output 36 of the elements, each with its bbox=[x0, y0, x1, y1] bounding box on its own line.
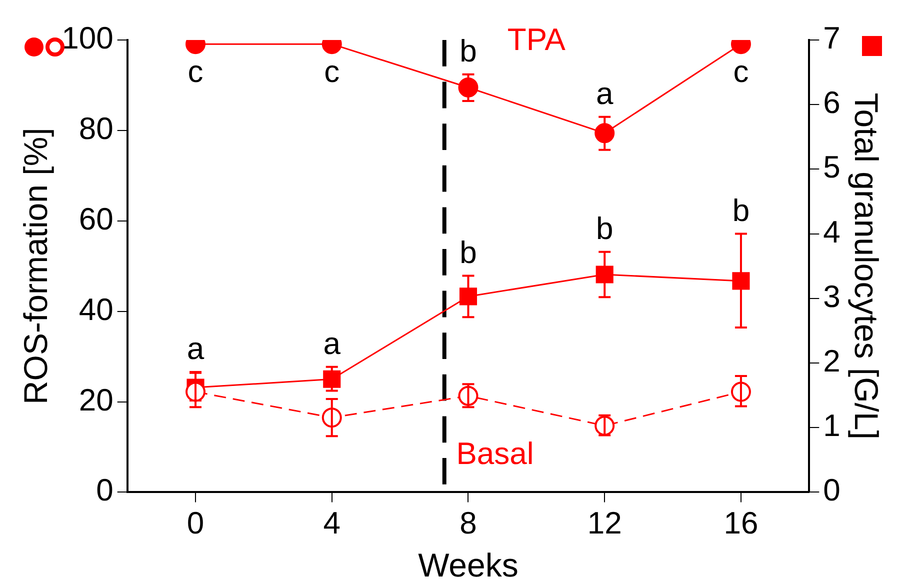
y-tick-label: 40 bbox=[78, 292, 114, 327]
data-label: a bbox=[186, 331, 205, 366]
y2-tick-label: 6 bbox=[823, 85, 840, 120]
x-tick-label: 8 bbox=[460, 505, 477, 540]
point bbox=[596, 266, 614, 284]
y-axis-title: ROS-formation [%] bbox=[16, 128, 54, 405]
y2-tick-label: 7 bbox=[823, 20, 840, 56]
x-axis-title: Weeks bbox=[418, 546, 518, 584]
data-label: c bbox=[324, 54, 340, 90]
data-label: b bbox=[732, 192, 750, 228]
data-label: c bbox=[733, 54, 749, 90]
y-tick-label: 80 bbox=[78, 110, 114, 146]
data-label: b bbox=[460, 33, 477, 68]
y2-tick-label: 3 bbox=[823, 278, 840, 314]
y-tick-label: 100 bbox=[62, 20, 114, 56]
data-label: b bbox=[460, 234, 477, 270]
y2-tick-label: 1 bbox=[823, 408, 840, 444]
point bbox=[732, 272, 750, 290]
x-tick-label: 0 bbox=[186, 505, 204, 540]
series-label: Basal bbox=[456, 436, 534, 471]
y2-tick-label: 2 bbox=[823, 344, 840, 379]
y-tick-label: 0 bbox=[96, 472, 114, 508]
y-tick-label: 20 bbox=[78, 382, 114, 418]
data-label: a bbox=[323, 326, 342, 361]
y2-tick-label: 5 bbox=[823, 150, 840, 185]
x-tick-label: 4 bbox=[323, 505, 340, 540]
series-label: TPA bbox=[507, 22, 566, 58]
x-tick-label: 16 bbox=[724, 505, 758, 540]
y2-tick-label: 0 bbox=[823, 472, 840, 508]
x-tick-label: 12 bbox=[587, 505, 622, 540]
data-label: b bbox=[596, 210, 614, 246]
y-tick-label: 60 bbox=[78, 201, 114, 236]
y2-axis-title: Total granulocytes [G/L] bbox=[848, 92, 886, 440]
y2-tick-label: 4 bbox=[823, 214, 840, 250]
data-label: c bbox=[188, 54, 204, 90]
data-label: a bbox=[596, 76, 614, 111]
